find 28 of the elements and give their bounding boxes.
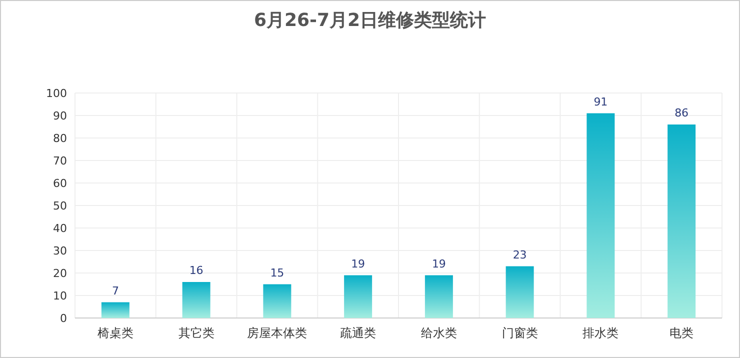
- y-tick-label: 90: [53, 110, 67, 122]
- chart-title: 6月26-7月2日维修类型统计: [254, 10, 486, 31]
- data-label: 19: [351, 257, 366, 270]
- x-tick-label: 椅桌类: [97, 326, 134, 340]
- y-tick-label: 50: [53, 200, 67, 212]
- data-label: 23: [512, 248, 527, 262]
- y-tick-label: 20: [53, 267, 67, 280]
- y-tick-label: 70: [53, 154, 67, 168]
- x-tick-label: 门窗类: [502, 326, 538, 340]
- y-tick-label: 80: [53, 132, 67, 145]
- x-tick-label: 排水类: [582, 326, 619, 340]
- x-tick-label: 其它类: [178, 326, 214, 340]
- x-tick-label: 房屋本体类: [247, 326, 308, 340]
- data-label: 16: [189, 264, 204, 277]
- y-tick-label: 60: [53, 177, 67, 190]
- data-label: 86: [674, 106, 689, 120]
- x-tick-label: 疏通类: [340, 326, 376, 340]
- x-tick-label: 电类: [670, 326, 694, 340]
- y-tick-label: 40: [53, 222, 67, 235]
- x-tick-label: 给水类: [420, 326, 457, 340]
- y-tick-label: 10: [53, 290, 67, 302]
- y-tick-label: 100: [46, 87, 67, 100]
- data-label: 91: [594, 95, 608, 108]
- y-tick-label: 30: [53, 244, 67, 258]
- data-label: 7: [112, 284, 119, 298]
- data-label: 15: [270, 266, 284, 280]
- y-tick-label: 0: [60, 312, 67, 325]
- data-label: 19: [432, 257, 446, 270]
